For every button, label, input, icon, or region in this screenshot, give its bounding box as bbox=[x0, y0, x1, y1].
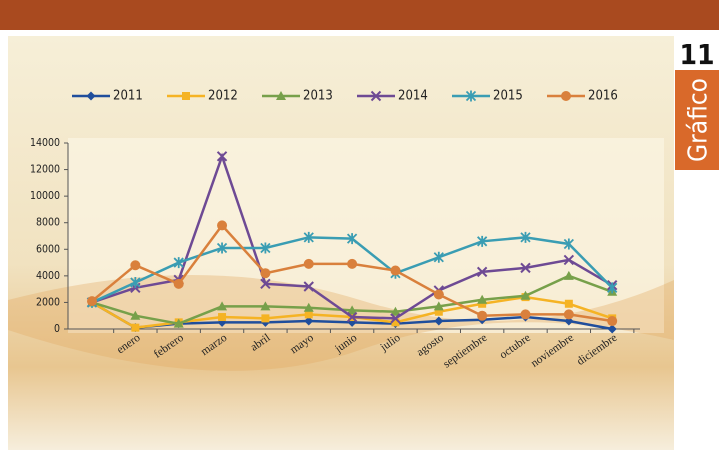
point bbox=[520, 290, 531, 300]
point bbox=[130, 310, 141, 320]
point bbox=[216, 242, 228, 254]
y-tick-label: 0 bbox=[54, 323, 60, 335]
point bbox=[347, 305, 358, 315]
point bbox=[563, 270, 574, 280]
point bbox=[218, 313, 227, 322]
point bbox=[433, 301, 444, 311]
top-bar bbox=[0, 0, 719, 30]
point bbox=[477, 310, 488, 321]
legend-label: 2013 bbox=[303, 89, 333, 104]
point bbox=[477, 294, 488, 304]
point bbox=[607, 282, 618, 294]
point bbox=[520, 262, 531, 274]
point bbox=[303, 302, 314, 312]
point bbox=[304, 310, 313, 319]
point bbox=[303, 258, 314, 269]
point bbox=[563, 238, 574, 250]
point bbox=[173, 257, 184, 269]
point bbox=[476, 266, 488, 278]
legend-label: 2014 bbox=[398, 89, 428, 104]
point bbox=[260, 301, 271, 311]
legend-marker bbox=[465, 90, 477, 102]
point bbox=[346, 311, 358, 323]
legend-label: 2016 bbox=[588, 89, 618, 104]
point bbox=[564, 299, 573, 308]
point bbox=[390, 265, 401, 276]
point bbox=[563, 254, 575, 266]
point bbox=[217, 301, 228, 311]
y-tick-label: 4000 bbox=[36, 270, 60, 282]
point bbox=[391, 318, 400, 327]
point bbox=[346, 233, 358, 245]
point bbox=[434, 316, 444, 326]
point bbox=[390, 306, 401, 316]
point bbox=[87, 296, 97, 307]
point bbox=[390, 313, 401, 324]
badge-label: Gráfico bbox=[684, 78, 714, 162]
legend-marker bbox=[276, 91, 286, 100]
legend-label: 2011 bbox=[113, 89, 143, 104]
badge-number: 11 bbox=[679, 38, 714, 71]
point bbox=[434, 307, 443, 316]
y-tick-label: 10000 bbox=[30, 190, 60, 202]
plot-area bbox=[68, 138, 664, 333]
point bbox=[173, 318, 184, 328]
point bbox=[520, 231, 531, 243]
point bbox=[217, 220, 228, 231]
point bbox=[173, 278, 184, 289]
point bbox=[347, 258, 358, 269]
point bbox=[563, 309, 574, 320]
point bbox=[433, 251, 444, 263]
legend-marker bbox=[370, 90, 382, 102]
point bbox=[131, 323, 140, 332]
legend-marker bbox=[561, 91, 571, 101]
point bbox=[260, 278, 271, 290]
y-tick-label: 14000 bbox=[30, 137, 60, 149]
legend-marker bbox=[86, 91, 96, 101]
point bbox=[477, 235, 488, 247]
y-tick-label: 6000 bbox=[36, 243, 60, 255]
legend-label: 2012 bbox=[208, 89, 238, 104]
point bbox=[261, 314, 270, 323]
point bbox=[216, 151, 228, 162]
y-tick-label: 2000 bbox=[36, 296, 60, 308]
point bbox=[130, 277, 141, 288]
point bbox=[304, 316, 314, 326]
badge-top bbox=[675, 40, 719, 70]
point bbox=[260, 242, 271, 254]
point bbox=[260, 268, 271, 279]
point bbox=[433, 289, 444, 300]
y-tick-label: 8000 bbox=[36, 217, 60, 229]
point bbox=[303, 281, 314, 292]
point bbox=[520, 309, 531, 320]
legend-label: 2015 bbox=[493, 89, 523, 104]
point bbox=[303, 231, 314, 243]
point bbox=[607, 316, 618, 327]
y-tick-label: 12000 bbox=[30, 164, 60, 176]
point bbox=[130, 260, 141, 271]
legend-marker bbox=[182, 92, 190, 100]
point bbox=[607, 324, 617, 334]
